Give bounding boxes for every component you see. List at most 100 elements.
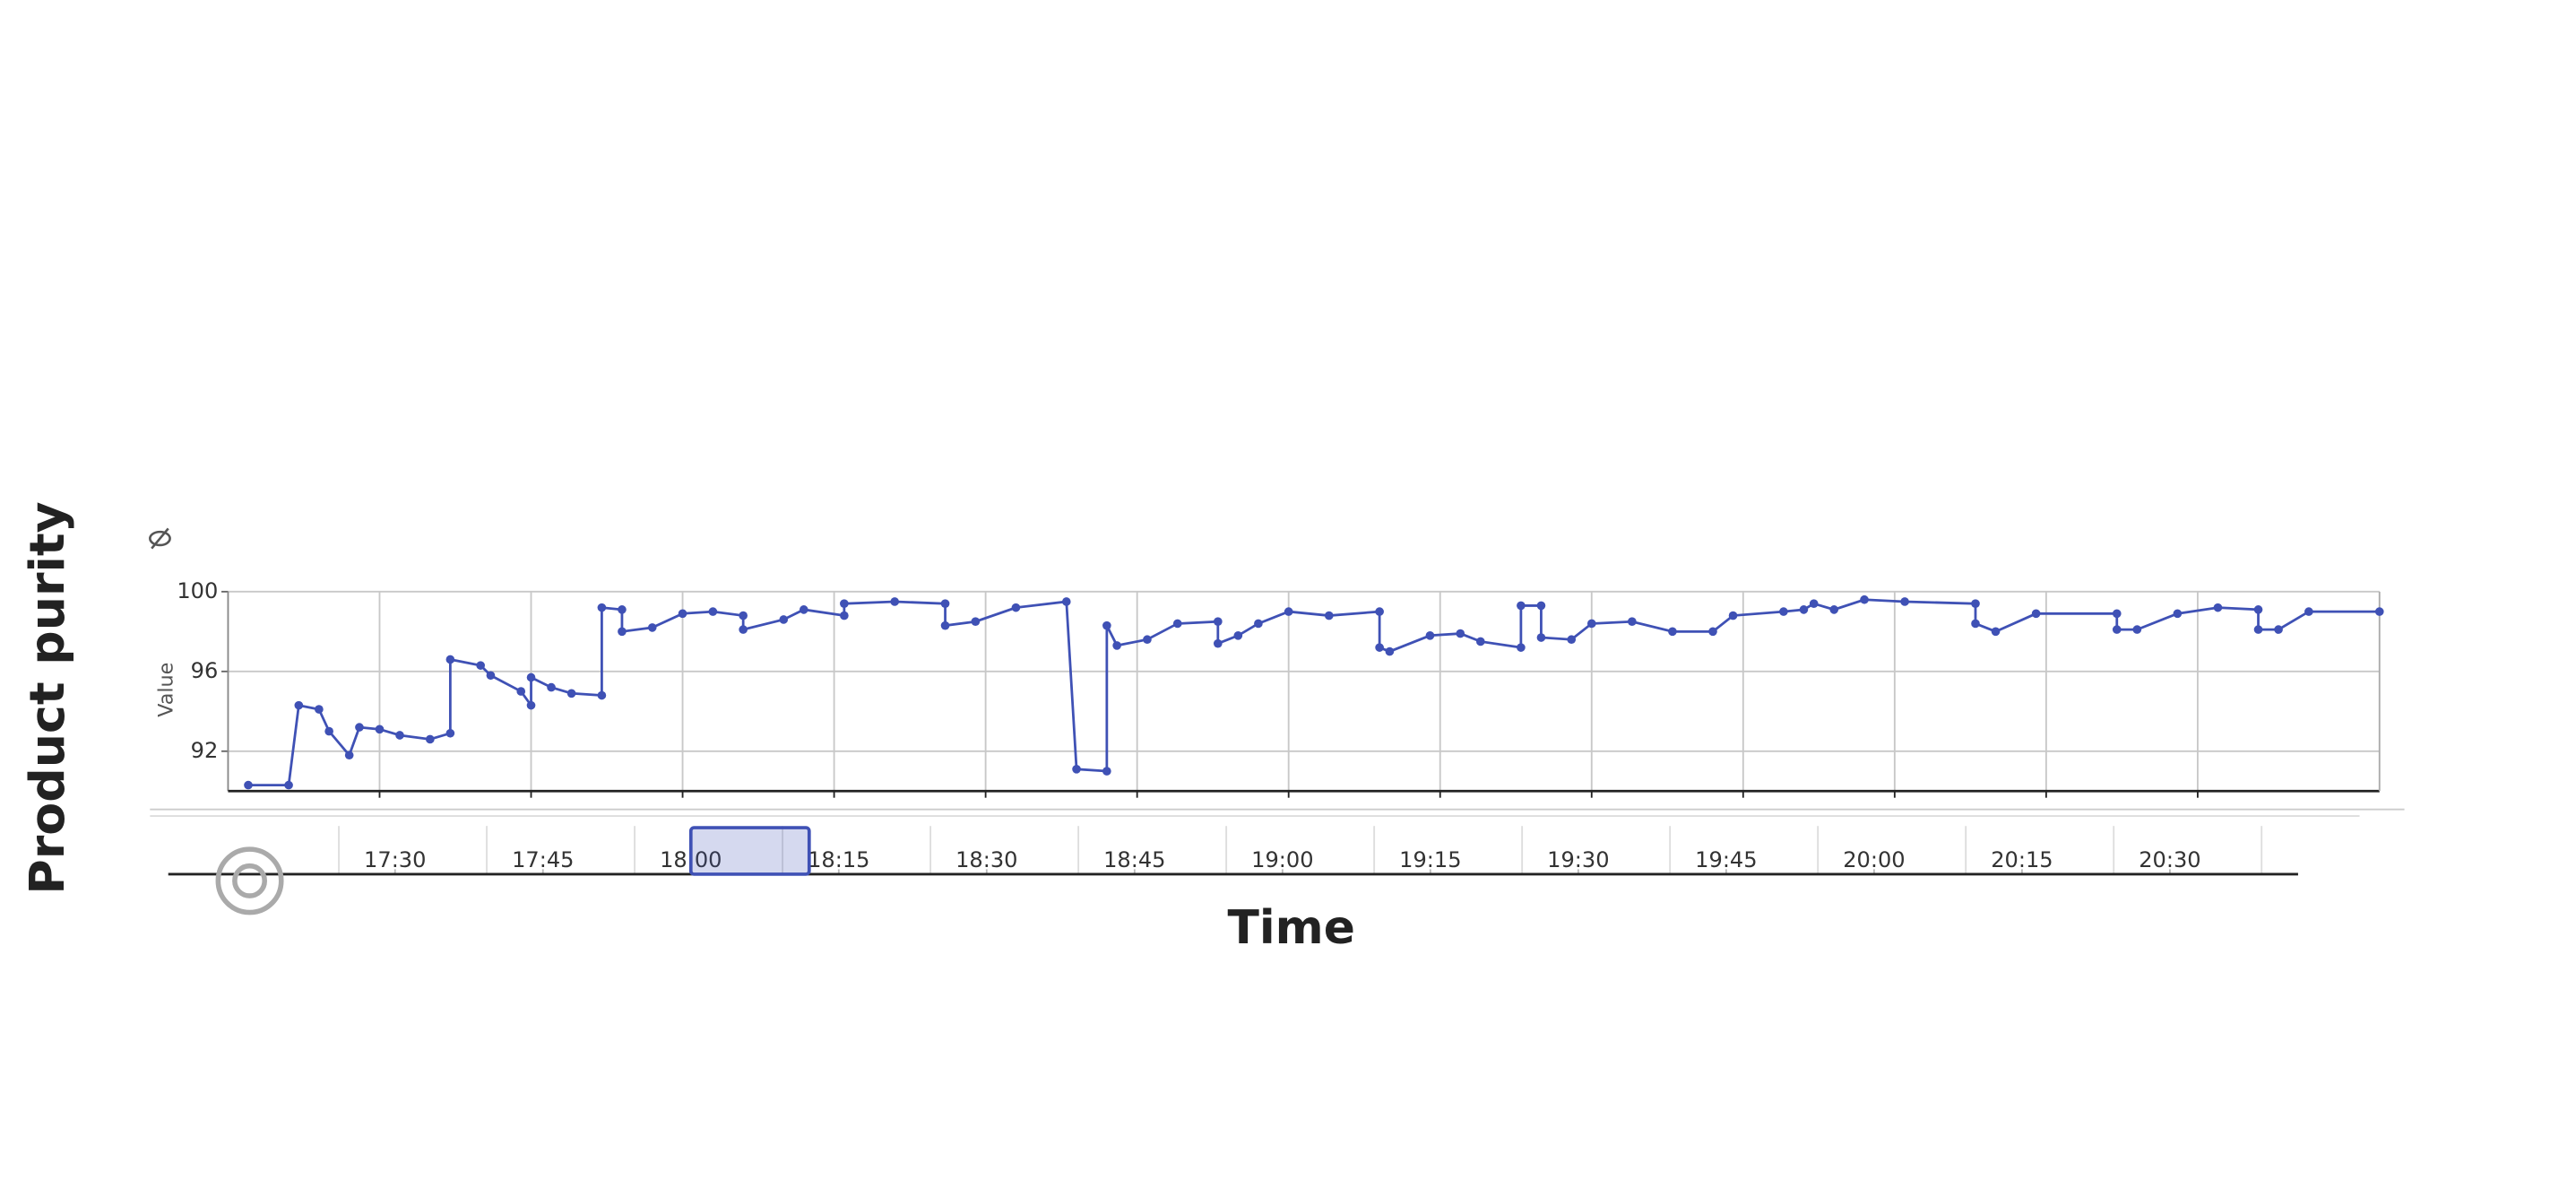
data-point xyxy=(2304,607,2313,616)
data-point xyxy=(294,700,304,710)
data-point xyxy=(476,661,485,670)
data-point xyxy=(1214,638,1223,648)
data-point xyxy=(1728,611,1738,620)
data-point xyxy=(779,615,789,624)
data-point xyxy=(1991,627,2001,637)
data-point xyxy=(1102,620,1111,630)
data-point xyxy=(1809,599,1819,609)
y-title: Product purity xyxy=(19,501,75,894)
data-point xyxy=(445,655,455,664)
navigator-tick-label: 17:45 xyxy=(512,847,574,872)
data-point xyxy=(1375,607,1384,616)
data-point xyxy=(2132,625,2142,634)
data-point xyxy=(486,671,496,681)
y-tick-label: 100 xyxy=(177,578,218,603)
x-title: Time xyxy=(1228,901,1355,955)
data-point xyxy=(426,734,435,744)
data-point xyxy=(2031,609,2041,619)
data-point xyxy=(284,780,293,790)
data-point xyxy=(647,623,657,632)
navigator-selection[interactable] xyxy=(688,826,811,876)
data-point xyxy=(1536,633,1546,642)
data-point xyxy=(1102,767,1111,776)
scroll-handle-icon[interactable] xyxy=(215,846,284,915)
data-point xyxy=(1072,764,1081,774)
data-point xyxy=(2213,603,2223,612)
navigator-tick-label: 19:30 xyxy=(1547,847,1609,872)
data-point xyxy=(1475,637,1485,646)
data-point xyxy=(526,672,536,682)
data-point xyxy=(1254,619,1263,629)
data-point xyxy=(2274,625,2283,634)
data-point xyxy=(1456,629,1465,638)
data-point xyxy=(940,599,950,609)
data-point xyxy=(1375,643,1384,652)
data-point xyxy=(1214,617,1223,627)
data-point xyxy=(1860,594,1869,604)
data-point xyxy=(445,728,455,738)
data-point xyxy=(1668,627,1677,637)
navigator-tick-label: 18:30 xyxy=(955,847,1017,872)
data-point xyxy=(1829,605,1839,614)
data-point xyxy=(1900,597,1909,606)
data-point xyxy=(1385,646,1395,656)
data-point xyxy=(739,625,748,634)
navigator-tick-label: 19:45 xyxy=(1695,847,1757,872)
data-point xyxy=(395,731,404,740)
data-point xyxy=(840,611,849,620)
data-point xyxy=(1799,605,1809,614)
data-point xyxy=(1284,607,1293,616)
data-point xyxy=(1628,617,1637,627)
data-point xyxy=(2112,609,2122,619)
visibility-icon[interactable] xyxy=(149,527,171,550)
navigator-tick-label: 17:30 xyxy=(364,847,426,872)
y-tick-label: 92 xyxy=(191,738,219,763)
data-point xyxy=(375,724,385,734)
navigator-tick-label: 18:45 xyxy=(1103,847,1165,872)
data-point xyxy=(566,689,576,698)
navigator-tick-label: 20:30 xyxy=(2139,847,2200,872)
data-point xyxy=(1517,601,1526,611)
data-point xyxy=(1971,619,1980,629)
data-point xyxy=(597,690,607,700)
navigator-tick-label: 19:15 xyxy=(1399,847,1461,872)
data-point xyxy=(526,700,536,710)
data-point xyxy=(1586,619,1596,629)
data-point xyxy=(2374,607,2384,616)
data-point xyxy=(1172,619,1182,629)
data-point xyxy=(1112,641,1121,650)
data-point xyxy=(1708,627,1717,637)
data-point xyxy=(2112,625,2122,634)
data-point xyxy=(618,605,627,614)
data-point xyxy=(1779,607,1788,616)
data-point xyxy=(971,617,981,627)
data-point xyxy=(1517,643,1526,652)
data-point xyxy=(840,599,849,609)
y-axis-label: Value xyxy=(154,663,177,717)
data-point xyxy=(1143,635,1152,645)
navigator-tick-label: 20:00 xyxy=(1843,847,1905,872)
data-point xyxy=(708,607,718,616)
data-point xyxy=(618,627,627,637)
data-point xyxy=(940,620,950,630)
data-point xyxy=(344,751,354,760)
data-point xyxy=(547,682,556,692)
data-point xyxy=(2253,605,2263,614)
data-point xyxy=(244,780,253,790)
data-point xyxy=(1971,599,1980,609)
data-point xyxy=(1567,635,1577,645)
navigator-tick-label: 18:15 xyxy=(808,847,869,872)
data-point xyxy=(1061,597,1071,606)
data-point xyxy=(678,609,687,619)
data-point xyxy=(1425,630,1435,640)
navigator-tick-label: 19:00 xyxy=(1251,847,1313,872)
data-point xyxy=(355,723,364,732)
data-point xyxy=(2173,609,2183,619)
data-point xyxy=(315,705,324,714)
navigator-tick-label: 20:15 xyxy=(1991,847,2053,872)
data-point xyxy=(890,597,900,606)
data-point xyxy=(1536,601,1546,611)
data-point xyxy=(1324,611,1334,620)
data-point xyxy=(1233,630,1243,640)
